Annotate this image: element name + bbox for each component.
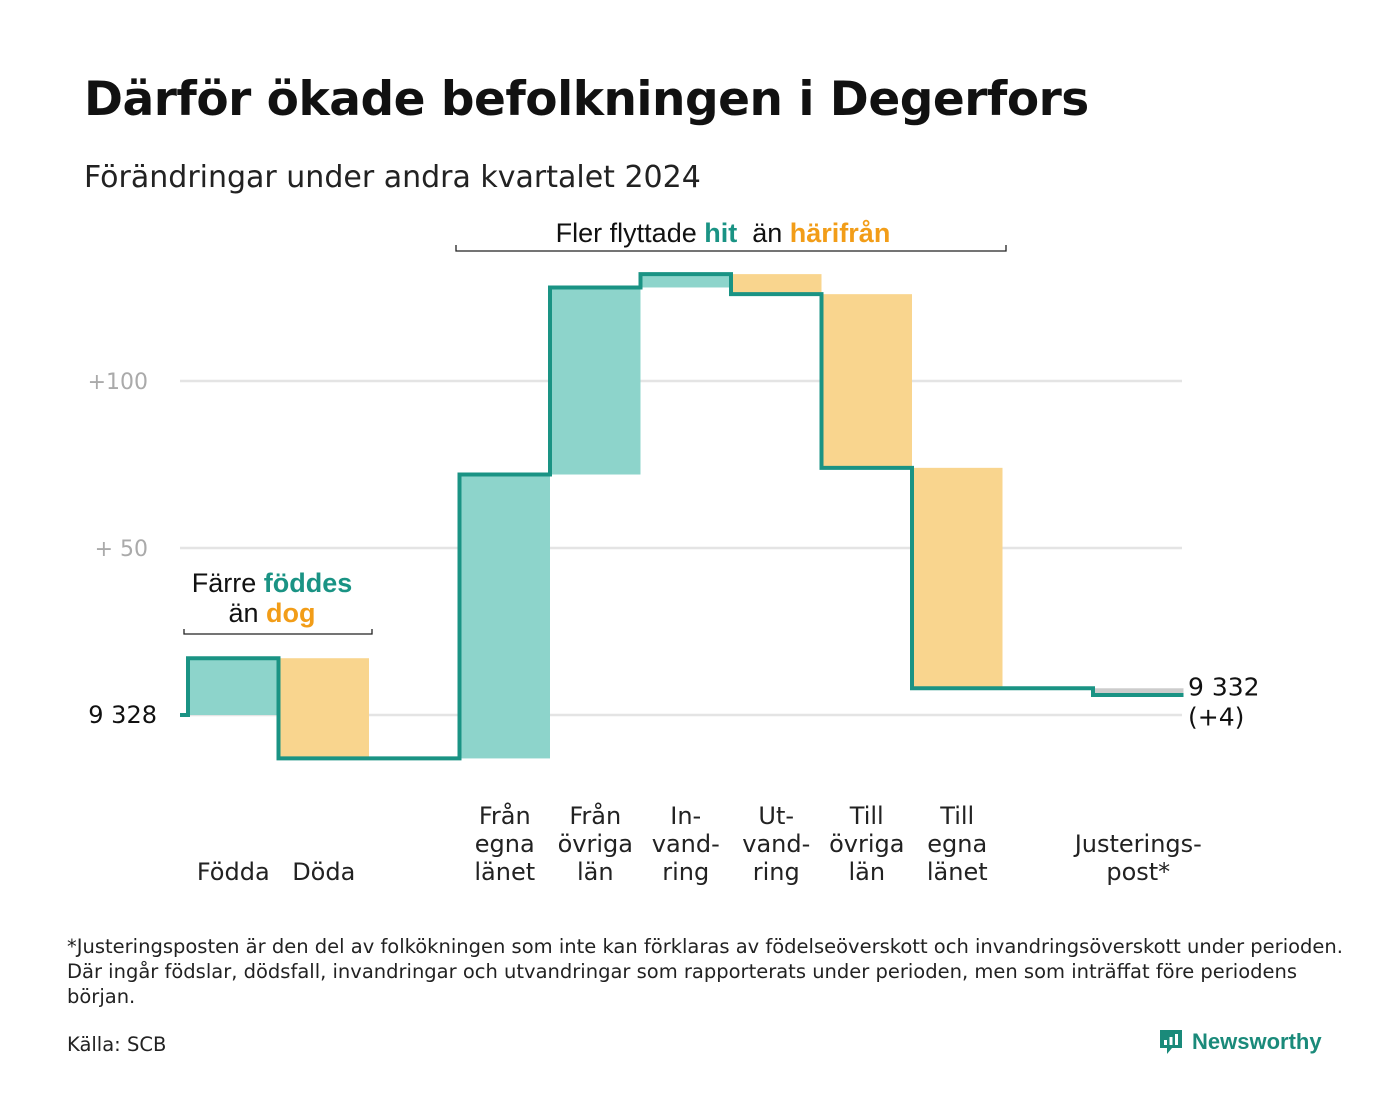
annotation-highlight: hit	[704, 218, 737, 248]
category-label: Döda	[292, 858, 355, 886]
bar-7	[821, 294, 912, 468]
annotation-highlight: härifrån	[790, 218, 891, 248]
annotation-text: Fler flyttade	[556, 218, 705, 248]
population-step-line	[180, 272, 1184, 761]
bar-6	[731, 274, 822, 295]
footnote: *Justeringsposten är den del av folkökni…	[67, 935, 1343, 1008]
category-label: post*	[1106, 858, 1170, 886]
newsworthy-logo-icon	[1160, 1030, 1182, 1054]
end-value-label: 9 332	[1188, 673, 1260, 702]
category-label: ring	[753, 858, 800, 886]
category-label: Till	[939, 802, 974, 830]
category-label: vand-	[652, 830, 720, 858]
annotation-text: än	[737, 218, 790, 248]
category-label: vand-	[742, 830, 810, 858]
bar-0	[188, 658, 279, 715]
start-value-label: 9 328	[88, 701, 157, 729]
category-label: Justerings-	[1073, 830, 1202, 858]
bar-3	[459, 474, 550, 759]
annotation-highlight: dog	[266, 598, 315, 628]
category-label: Till	[849, 802, 884, 830]
category-label: egna	[927, 830, 987, 858]
category-label: länet	[927, 858, 988, 886]
category-label: övriga	[558, 830, 633, 858]
births-bracket	[183, 629, 373, 635]
annotation-highlight: föddes	[264, 568, 353, 598]
category-label: länet	[474, 858, 535, 886]
source-note: Källa: SCB	[67, 1033, 167, 1056]
y-tick-label: +100	[88, 370, 148, 395]
brand-logo: Newsworthy	[1158, 1028, 1322, 1056]
bar-8	[912, 467, 1003, 689]
category-label: ring	[662, 858, 709, 886]
bar-5	[640, 274, 731, 288]
category-label: övriga	[829, 830, 904, 858]
bar-4	[550, 287, 641, 475]
category-label: egna	[475, 830, 535, 858]
brand-name: Newsworthy	[1192, 1029, 1322, 1054]
category-label: In-	[670, 802, 701, 830]
chart-title: Därför ökade befolkningen i Degerfors	[84, 72, 1089, 127]
bar-10	[1093, 688, 1184, 695]
bar-1	[278, 658, 369, 759]
annotation-text: än	[228, 598, 266, 628]
end-value-label: (+4)	[1188, 703, 1244, 732]
bars-layer	[188, 274, 1184, 759]
births-annotation: Färre föddes	[192, 568, 353, 598]
category-label: Ut-	[758, 802, 794, 830]
category-label: län	[577, 858, 614, 886]
category-label: län	[848, 858, 885, 886]
annotation-text: Färre	[192, 568, 264, 598]
y-tick-label: + 50	[95, 537, 148, 562]
moves-bracket	[455, 245, 1007, 252]
category-label: Från	[479, 801, 531, 830]
category-label: Från	[569, 801, 621, 830]
births-annotation: än dog	[228, 598, 315, 628]
category-label: Födda	[197, 858, 270, 886]
moves-annotation: Fler flyttade hit än härifrån	[556, 218, 891, 248]
chart-subtitle: Förändringar under andra kvartalet 2024	[84, 160, 701, 195]
